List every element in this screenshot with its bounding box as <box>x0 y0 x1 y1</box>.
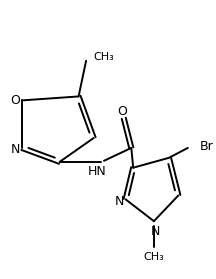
Text: N: N <box>11 143 20 157</box>
Text: O: O <box>117 105 127 118</box>
Text: CH₃: CH₃ <box>143 252 164 262</box>
Text: Br: Br <box>200 140 214 153</box>
Text: CH₃: CH₃ <box>94 52 114 62</box>
Text: N: N <box>151 225 160 238</box>
Text: O: O <box>11 94 21 107</box>
Text: N: N <box>114 195 124 208</box>
Text: HN: HN <box>88 165 107 178</box>
